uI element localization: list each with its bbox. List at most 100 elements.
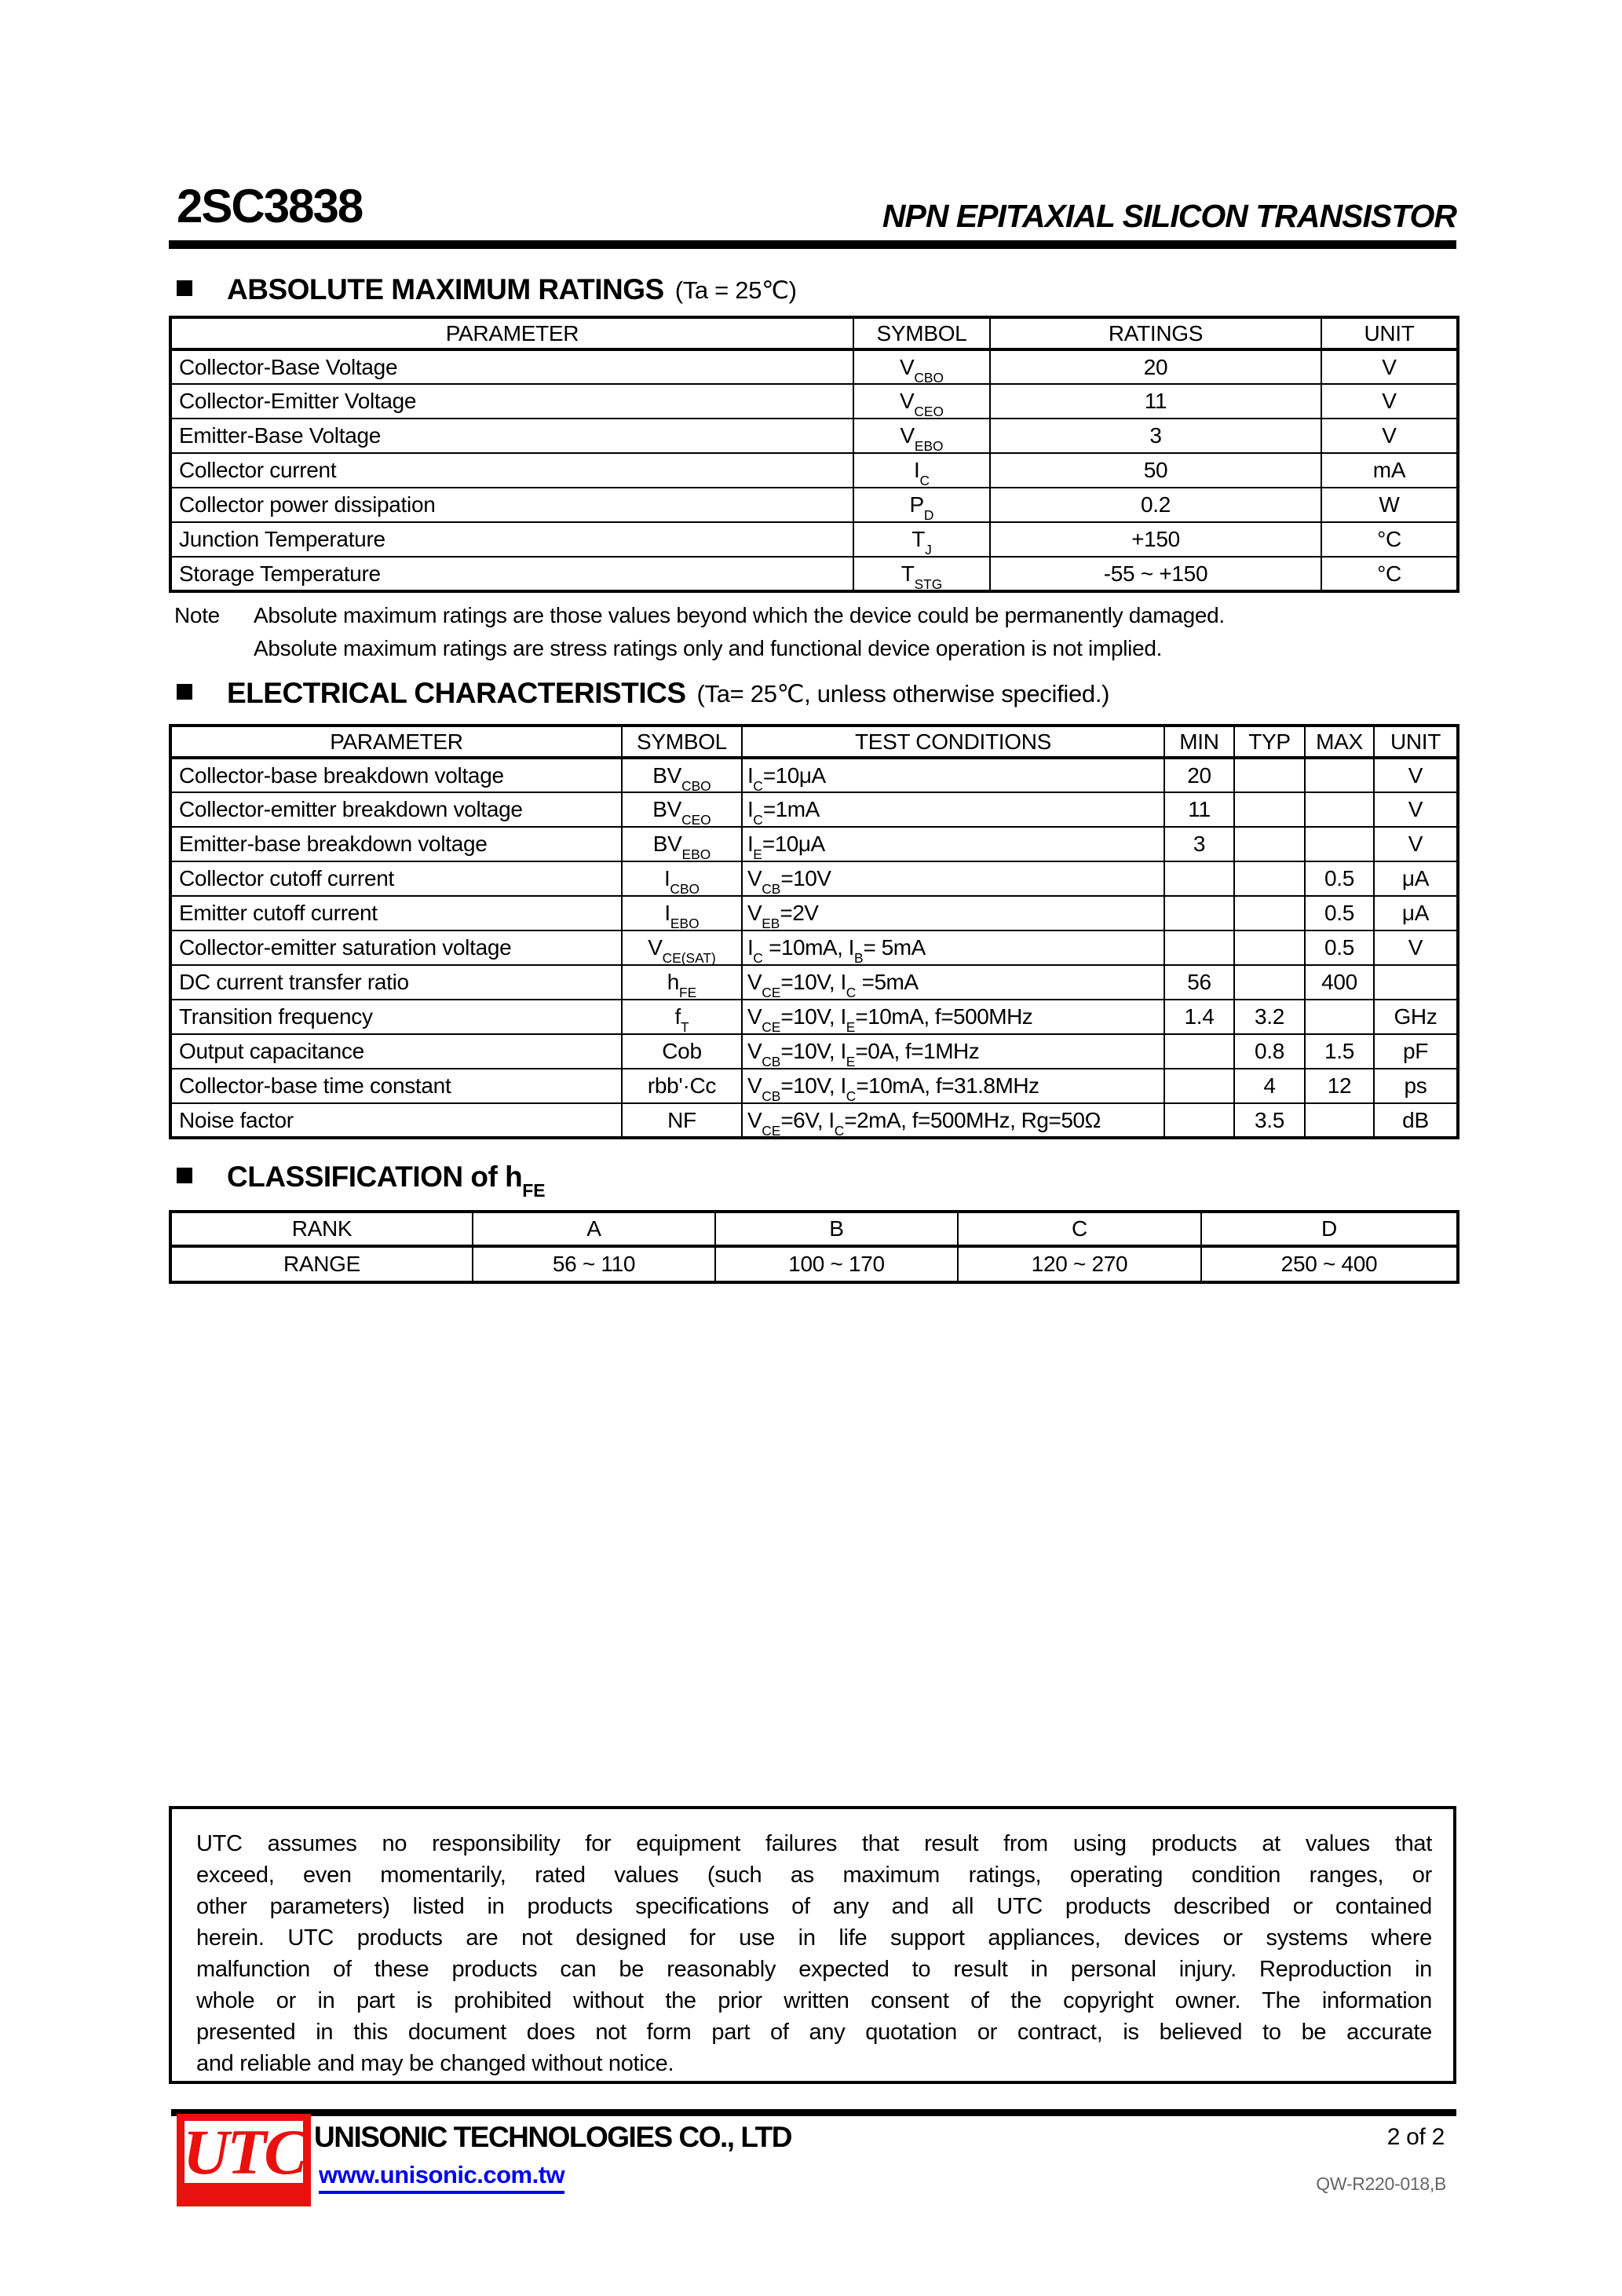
cell: 120 ~ 270 (957, 1245, 1202, 1283)
cell: VCB=10V, IE=0A, f=1MHz (741, 1033, 1165, 1069)
section-header-electrical-characteristics: ELECTRICAL CHARACTERISTICS (Ta= 25℃, unl… (177, 677, 1110, 710)
hfe-classification-table: RANK A B C D RANGE 56 ~ 110 100 ~ 170 120 ~ 270 2… (169, 1210, 1459, 1284)
cell: V (1321, 383, 1459, 419)
header-rule (169, 240, 1456, 249)
section-title: ABSOLUTE MAXIMUM RATINGS (227, 273, 664, 305)
website-link[interactable]: www.unisonic.com.tw (319, 2161, 565, 2194)
cell: VCEO (853, 383, 991, 419)
cell: 0.2 (989, 487, 1322, 523)
disclaimer-line: presented in this document does not form… (196, 2020, 1432, 2045)
header-cell: UNIT (1373, 725, 1459, 759)
cell: 4 (1233, 1068, 1306, 1104)
company-name: UNISONIC TECHNOLOGIES CO., LTD (314, 2121, 793, 2153)
cell: VCE(SAT) (621, 930, 743, 966)
note-label: Note (174, 603, 220, 627)
cell: 12 (1304, 1068, 1375, 1104)
header-cell: D (1200, 1211, 1459, 1248)
disclaimer-line: other parameters) listed in products spe… (196, 1894, 1432, 1919)
disclaimer-line: UTC assumes no responsibility for equipm… (196, 1831, 1432, 1856)
cell: dB (1373, 1102, 1459, 1139)
table-row: Emitter cutoff current IEBO VEB=2V 0.5 μA (170, 895, 1459, 931)
cell (1164, 861, 1235, 897)
cell: μA (1373, 861, 1459, 897)
cell (1233, 964, 1306, 1000)
cell: 1.4 (1164, 999, 1235, 1035)
header-cell: RANK (170, 1211, 473, 1248)
cell: VEBO (853, 418, 991, 454)
cell: Collector-Emitter Voltage (170, 383, 854, 419)
cell (1233, 895, 1306, 931)
cell (1304, 757, 1375, 793)
table-row: Collector-Emitter Voltage VCEO 11 V (170, 383, 1459, 419)
cell: 3 (989, 418, 1322, 454)
section-condition: (Ta= 25℃, unless otherwise specified.) (696, 680, 1110, 707)
cell (1233, 826, 1306, 862)
header-cell: SYMBOL (621, 725, 743, 759)
table-row: Output capacitance Cob VCB=10V, IE=0A, f=1… (170, 1033, 1459, 1069)
header-cell: TYP (1233, 725, 1306, 759)
cell: 11 (1164, 792, 1235, 828)
table-row: Collector power dissipation PD 0.2 W (170, 487, 1459, 523)
table-header-row: PARAMETER SYMBOL TEST CONDITIONS MIN TYP MAX U… (170, 725, 1459, 759)
cell: Emitter cutoff current (170, 895, 623, 931)
cell: 20 (989, 349, 1322, 385)
table-row: Transition frequency fT VCE=10V, IE=10mA, … (170, 999, 1459, 1035)
header-cell: MAX (1304, 725, 1375, 759)
cell (1164, 895, 1235, 931)
table-row: DC current transfer ratio hFE VCE=10V, IC … (170, 964, 1459, 1000)
table-row: Emitter-base breakdown voltage BVEBO IE=10… (170, 826, 1459, 862)
cell: Collector-emitter breakdown voltage (170, 792, 623, 828)
cell: VCBO (853, 349, 991, 385)
cell: NF (621, 1102, 743, 1139)
table-row: Collector-base time constant rbb'·Cc VCB=1… (170, 1068, 1459, 1104)
cell: Junction Temperature (170, 521, 854, 558)
table-row: Storage Temperature TSTG -55 ~ +150 °C (170, 556, 1459, 592)
cell: 50 (989, 452, 1322, 488)
header-cell: RATINGS (989, 316, 1322, 351)
cell: BVEBO (621, 826, 743, 862)
section-title: CLASSIFICATION of hFE (227, 1161, 546, 1201)
section-title: ELECTRICAL CHARACTERISTICS (227, 677, 686, 709)
cell: Transition frequency (170, 999, 623, 1035)
disclaimer-line: whole or in part is prohibited without t… (196, 1988, 1432, 2013)
cell: Collector current (170, 452, 854, 488)
cell: -55 ~ +150 (989, 556, 1322, 592)
cell (1233, 757, 1306, 793)
cell: V (1373, 757, 1459, 793)
cell: PD (853, 487, 991, 523)
cell: fT (621, 999, 743, 1035)
note-line: Note Absolute maximum ratings are those … (174, 599, 1225, 632)
cell: IEBO (621, 895, 743, 931)
table-note: Note Absolute maximum ratings are those … (174, 599, 1225, 665)
utc-logo-letters: UTC (183, 2115, 307, 2188)
table-row: Noise factor NF VCE=6V, IC=2mA, f=500MHz, … (170, 1102, 1459, 1139)
cell: Emitter-Base Voltage (170, 418, 854, 454)
cell (1373, 964, 1459, 1000)
cell: 0.5 (1304, 895, 1375, 931)
page-number: 2 of 2 (1386, 2124, 1445, 2150)
cell: V (1373, 826, 1459, 862)
utc-logo-inner: UTC (183, 2115, 307, 2188)
disclaimer-line: herein. UTC products are not designed fo… (196, 1925, 1432, 1951)
cell (1164, 1102, 1235, 1139)
table-row: Collector cutoff current ICBO VCB=10V 0.5 μA (170, 861, 1459, 897)
header-cell: UNIT (1321, 316, 1459, 351)
header-cell: PARAMETER (170, 316, 854, 351)
cell: 100 ~ 170 (714, 1245, 959, 1283)
table-row: Collector-base breakdown voltage BVCBO IC=… (170, 757, 1459, 793)
cell: VCE=10V, IC =5mA (741, 964, 1165, 1000)
header-cell: A (472, 1211, 716, 1248)
absolute-maximum-ratings-table: PARAMETER SYMBOL RATINGS UNIT Collector-Base… (169, 316, 1459, 593)
page-title: 2SC3838 (177, 180, 363, 232)
disclaimer-box: UTC assumes no responsibility for equipm… (169, 1806, 1456, 2084)
section-header-classification: CLASSIFICATION of hFE (177, 1161, 546, 1201)
cell: 400 (1304, 964, 1375, 1000)
cell (1164, 1068, 1235, 1104)
cell: mA (1321, 452, 1459, 488)
cell: pF (1373, 1033, 1459, 1069)
section-condition: (Ta = 25℃) (674, 276, 797, 304)
cell: 0.5 (1304, 861, 1375, 897)
cell: IC =10mA, IB= 5mA (741, 930, 1165, 966)
cell (1304, 826, 1375, 862)
